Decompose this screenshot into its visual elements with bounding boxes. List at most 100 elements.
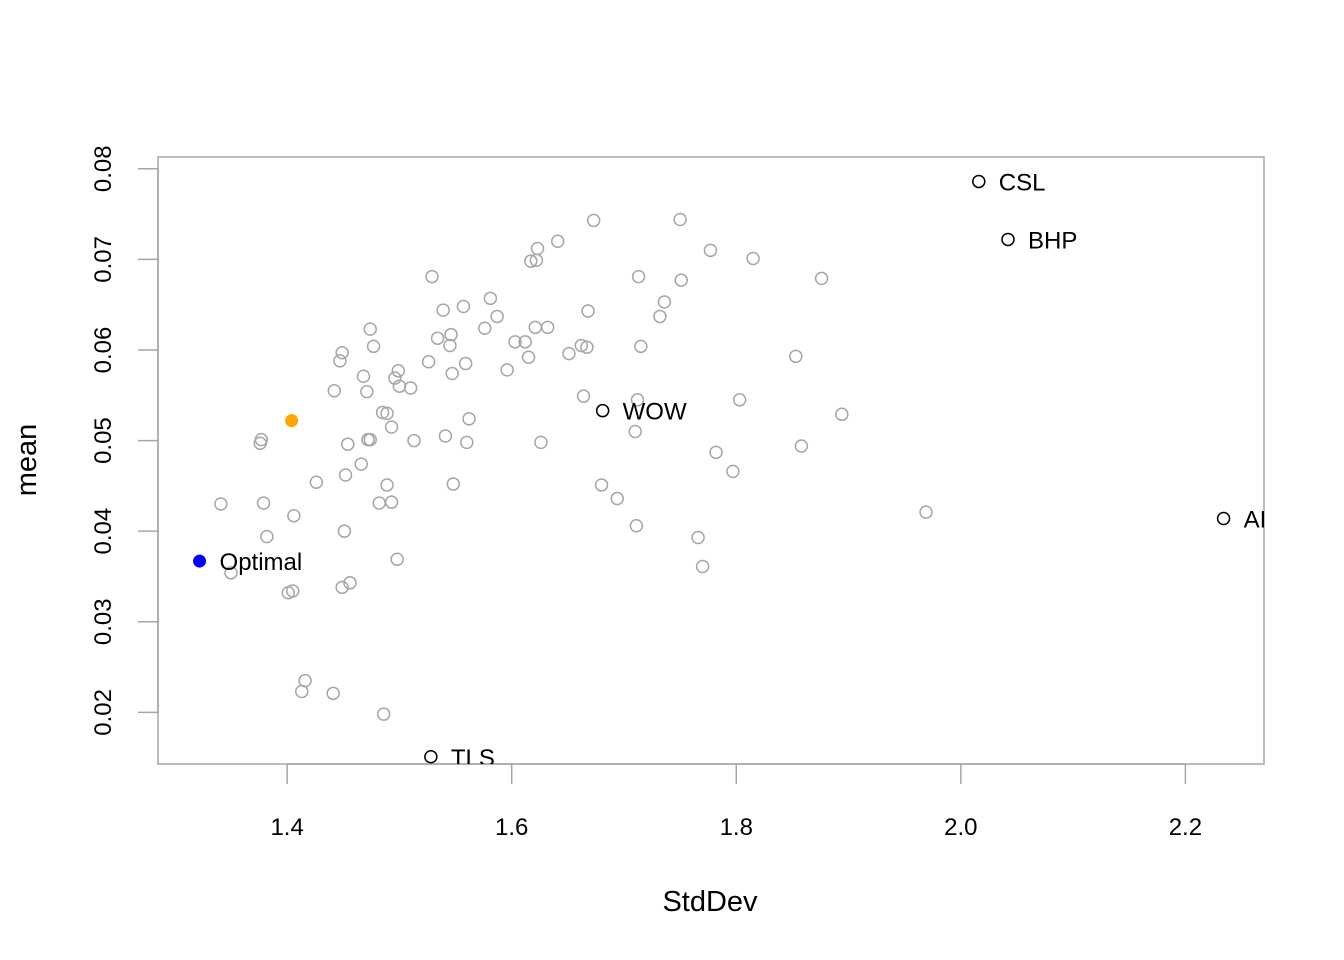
portfolio-point bbox=[581, 304, 595, 318]
portfolio-point bbox=[260, 529, 274, 544]
portfolio-point bbox=[375, 405, 390, 420]
portfolio-point bbox=[518, 335, 532, 349]
x-axis: 1.4 1.6 1.8 2.0 2.2 bbox=[270, 763, 1202, 841]
portfolio-point bbox=[732, 393, 747, 407]
portfolio-point bbox=[337, 524, 352, 538]
y-tick-label: 0.04 bbox=[90, 508, 117, 555]
portfolio-point bbox=[814, 271, 829, 286]
asset-point bbox=[1216, 511, 1231, 526]
portfolio-point bbox=[574, 338, 589, 353]
y-tick-label: 0.07 bbox=[90, 236, 117, 283]
portfolio-point bbox=[508, 335, 522, 349]
portfolio-point bbox=[462, 412, 476, 426]
portfolio-point bbox=[673, 212, 687, 227]
portfolio-point bbox=[363, 322, 377, 336]
asset-point bbox=[972, 174, 986, 189]
portfolio-point bbox=[629, 518, 644, 533]
optimal-label: Optimal bbox=[220, 549, 303, 576]
portfolio-point bbox=[540, 320, 555, 335]
portfolio-point bbox=[746, 251, 760, 266]
y-tick-label: 0.06 bbox=[90, 327, 117, 374]
portfolio-point bbox=[335, 580, 349, 595]
portfolio-point bbox=[376, 707, 391, 721]
optimal-point bbox=[193, 554, 207, 568]
portfolio-point bbox=[835, 407, 849, 422]
portfolio-point bbox=[309, 475, 324, 489]
portfolio-point bbox=[425, 269, 439, 284]
portfolio-point bbox=[691, 530, 705, 545]
portfolio-point bbox=[360, 384, 374, 399]
plot-frame bbox=[157, 156, 1265, 765]
asset-point bbox=[1001, 232, 1015, 247]
portfolio-point bbox=[562, 346, 576, 361]
portfolio-point bbox=[443, 338, 457, 353]
y-tick-label: 0.03 bbox=[90, 598, 117, 645]
portfolio-point bbox=[287, 509, 301, 523]
portfolio-point bbox=[253, 436, 267, 451]
portfolio-point bbox=[430, 331, 445, 345]
portfolio-point bbox=[388, 371, 402, 385]
portfolio-point bbox=[524, 254, 538, 268]
portfolio-point bbox=[380, 478, 394, 492]
data-points: CSL BHP WOW AI TLS Optimal bbox=[193, 169, 1267, 764]
portfolio-point bbox=[214, 497, 228, 511]
asset-label: BHP bbox=[1028, 227, 1077, 254]
x-tick-label: 2.2 bbox=[1169, 814, 1202, 841]
portfolio-point bbox=[384, 495, 399, 509]
portfolio-point bbox=[338, 468, 353, 482]
portfolio-point bbox=[298, 673, 312, 688]
portfolio-point bbox=[794, 439, 809, 453]
y-tick-label: 0.05 bbox=[90, 417, 117, 464]
y-axis-label: mean bbox=[11, 424, 43, 497]
portfolio-point bbox=[657, 295, 672, 309]
portfolio-point bbox=[634, 339, 648, 354]
portfolio-point bbox=[446, 477, 461, 491]
portfolio-point bbox=[438, 429, 453, 443]
highlight-point bbox=[285, 414, 299, 428]
x-tick-label: 1.8 bbox=[720, 814, 753, 841]
portfolio-point bbox=[436, 303, 450, 317]
portfolio-point bbox=[528, 320, 543, 335]
portfolio-point bbox=[326, 686, 340, 701]
portfolio-point bbox=[458, 356, 473, 371]
portfolio-point bbox=[628, 424, 642, 439]
portfolio-point bbox=[444, 327, 458, 342]
portfolio-point bbox=[356, 369, 371, 383]
asset-point bbox=[595, 403, 610, 418]
portfolio-point bbox=[354, 457, 368, 471]
portfolio-point bbox=[403, 381, 418, 395]
portfolio-point bbox=[530, 241, 545, 256]
portfolio-point bbox=[333, 354, 347, 368]
portfolio-point bbox=[594, 478, 609, 492]
portfolio-point bbox=[586, 213, 601, 228]
portfolio-point bbox=[384, 420, 399, 434]
portfolio-point bbox=[576, 389, 591, 403]
portfolio-point bbox=[285, 584, 300, 598]
asset-label: WOW bbox=[623, 399, 687, 426]
portfolio-point bbox=[343, 576, 357, 590]
portfolio-point bbox=[919, 505, 933, 519]
portfolio-point bbox=[695, 559, 710, 574]
asset-point bbox=[424, 750, 438, 764]
portfolio-point bbox=[521, 350, 536, 364]
portfolio-point bbox=[460, 435, 474, 450]
portfolio-point bbox=[341, 437, 355, 451]
portfolio-point bbox=[456, 299, 471, 314]
portfolio-point bbox=[335, 345, 349, 360]
y-axis: 0.02 0.03 0.04 0.05 0.06 0.07 0.08 bbox=[90, 145, 159, 736]
x-axis-label: StdDev bbox=[662, 886, 758, 918]
portfolio-point bbox=[477, 321, 492, 335]
portfolio-point bbox=[789, 349, 803, 364]
y-tick-label: 0.08 bbox=[90, 145, 117, 192]
portfolio-point bbox=[674, 273, 688, 287]
portfolio-point bbox=[327, 383, 342, 398]
portfolio-point bbox=[500, 363, 514, 377]
asset-label: AI bbox=[1244, 506, 1267, 533]
portfolio-point bbox=[610, 491, 624, 506]
portfolio-point bbox=[224, 566, 238, 580]
portfolio-point bbox=[380, 406, 394, 421]
portfolio-point bbox=[445, 366, 459, 381]
portfolio-point bbox=[726, 464, 740, 479]
portfolio-point bbox=[631, 269, 646, 284]
